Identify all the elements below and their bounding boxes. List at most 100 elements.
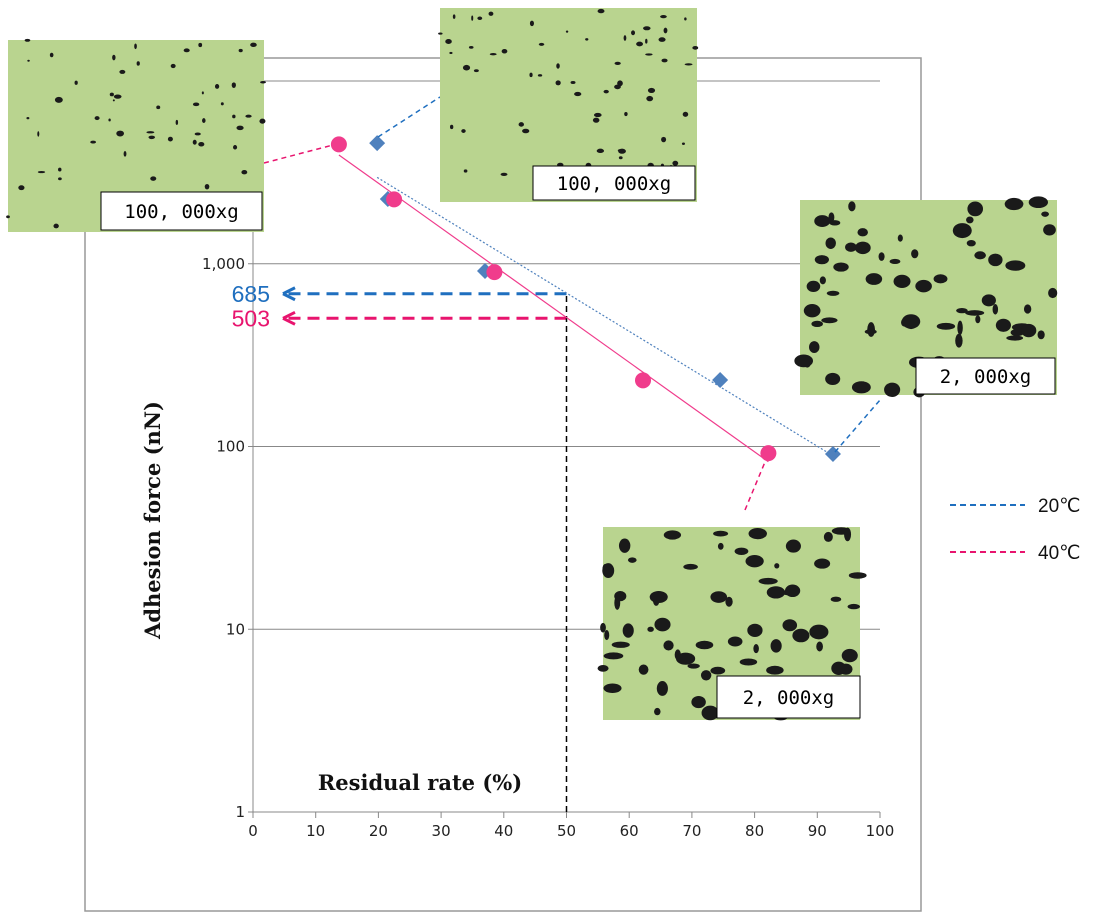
particle <box>784 584 801 598</box>
particle <box>661 136 667 143</box>
particle <box>811 320 823 328</box>
inset-label-box <box>716 675 861 719</box>
particle <box>826 290 840 296</box>
particle <box>646 95 654 102</box>
particle <box>618 156 623 160</box>
trendline <box>338 154 769 463</box>
particle <box>603 89 609 94</box>
particle <box>449 124 454 130</box>
particle <box>748 527 767 540</box>
particle <box>18 185 25 191</box>
particle <box>555 80 561 86</box>
particle <box>113 94 122 99</box>
particle <box>848 572 867 579</box>
particle <box>501 49 508 54</box>
particle <box>844 527 852 542</box>
x-tick-label: 80 <box>745 822 764 840</box>
particle <box>624 111 628 117</box>
particle <box>192 102 200 107</box>
particle <box>747 623 763 637</box>
particle <box>825 372 841 386</box>
particle <box>933 274 948 284</box>
particle <box>809 341 820 354</box>
particle <box>766 665 784 675</box>
particle <box>672 160 679 166</box>
annotation-label: 685 <box>232 281 270 307</box>
particle <box>1048 287 1058 299</box>
particle <box>74 80 78 85</box>
particle <box>585 38 589 41</box>
particle <box>825 237 836 249</box>
inset-connector <box>263 144 334 164</box>
particle <box>766 586 786 599</box>
particle <box>878 252 885 261</box>
x-tick-label: 70 <box>682 822 701 840</box>
particle <box>658 37 666 42</box>
particle <box>473 69 479 73</box>
particle <box>988 253 1003 267</box>
particle <box>538 42 545 46</box>
particle <box>198 141 205 147</box>
particle <box>489 52 497 56</box>
x-tick-label: 90 <box>808 822 827 840</box>
particle <box>967 201 984 217</box>
particle <box>865 273 883 285</box>
particle <box>936 322 956 330</box>
particle <box>617 80 623 87</box>
particle <box>974 251 986 260</box>
particle <box>597 664 609 672</box>
particle <box>622 623 634 638</box>
particle <box>146 131 155 134</box>
particle <box>851 381 871 394</box>
particle <box>654 707 661 716</box>
arrow-head <box>282 310 296 326</box>
particle <box>112 99 115 102</box>
particle <box>241 170 248 175</box>
x-tick-label: 0 <box>248 822 258 840</box>
particle <box>108 118 111 122</box>
particle <box>889 258 901 265</box>
particle <box>593 112 602 118</box>
particle <box>727 636 743 647</box>
particle <box>734 547 749 556</box>
point <box>634 372 651 389</box>
particle <box>965 310 985 316</box>
particle <box>966 239 976 247</box>
point <box>712 372 729 389</box>
particle <box>623 35 627 41</box>
particle <box>995 318 1012 332</box>
x-tick-label: 50 <box>557 822 576 840</box>
particle <box>522 128 530 134</box>
particle <box>214 84 220 89</box>
particle <box>1023 304 1032 314</box>
particle <box>663 530 682 540</box>
particle <box>233 145 238 150</box>
particle <box>537 74 543 77</box>
particle <box>663 27 668 34</box>
trendline <box>376 176 834 457</box>
particle <box>471 15 474 21</box>
particle <box>119 69 126 74</box>
particle <box>713 530 729 537</box>
particle <box>170 63 176 69</box>
particle <box>220 102 224 106</box>
particle <box>232 114 236 119</box>
particle <box>468 45 474 49</box>
particle <box>956 308 968 314</box>
point <box>330 136 347 153</box>
particle <box>975 315 981 324</box>
particle <box>814 558 831 569</box>
particle <box>848 201 856 212</box>
particle <box>636 41 644 47</box>
particle <box>684 17 687 21</box>
particle <box>1006 335 1024 341</box>
particle <box>602 563 615 579</box>
particle <box>167 136 173 142</box>
particle <box>37 170 46 174</box>
inset-label-box <box>915 357 1056 395</box>
particle <box>847 603 860 610</box>
particle <box>792 628 810 643</box>
particle <box>814 255 829 265</box>
particle <box>831 661 847 675</box>
particle <box>109 92 114 97</box>
